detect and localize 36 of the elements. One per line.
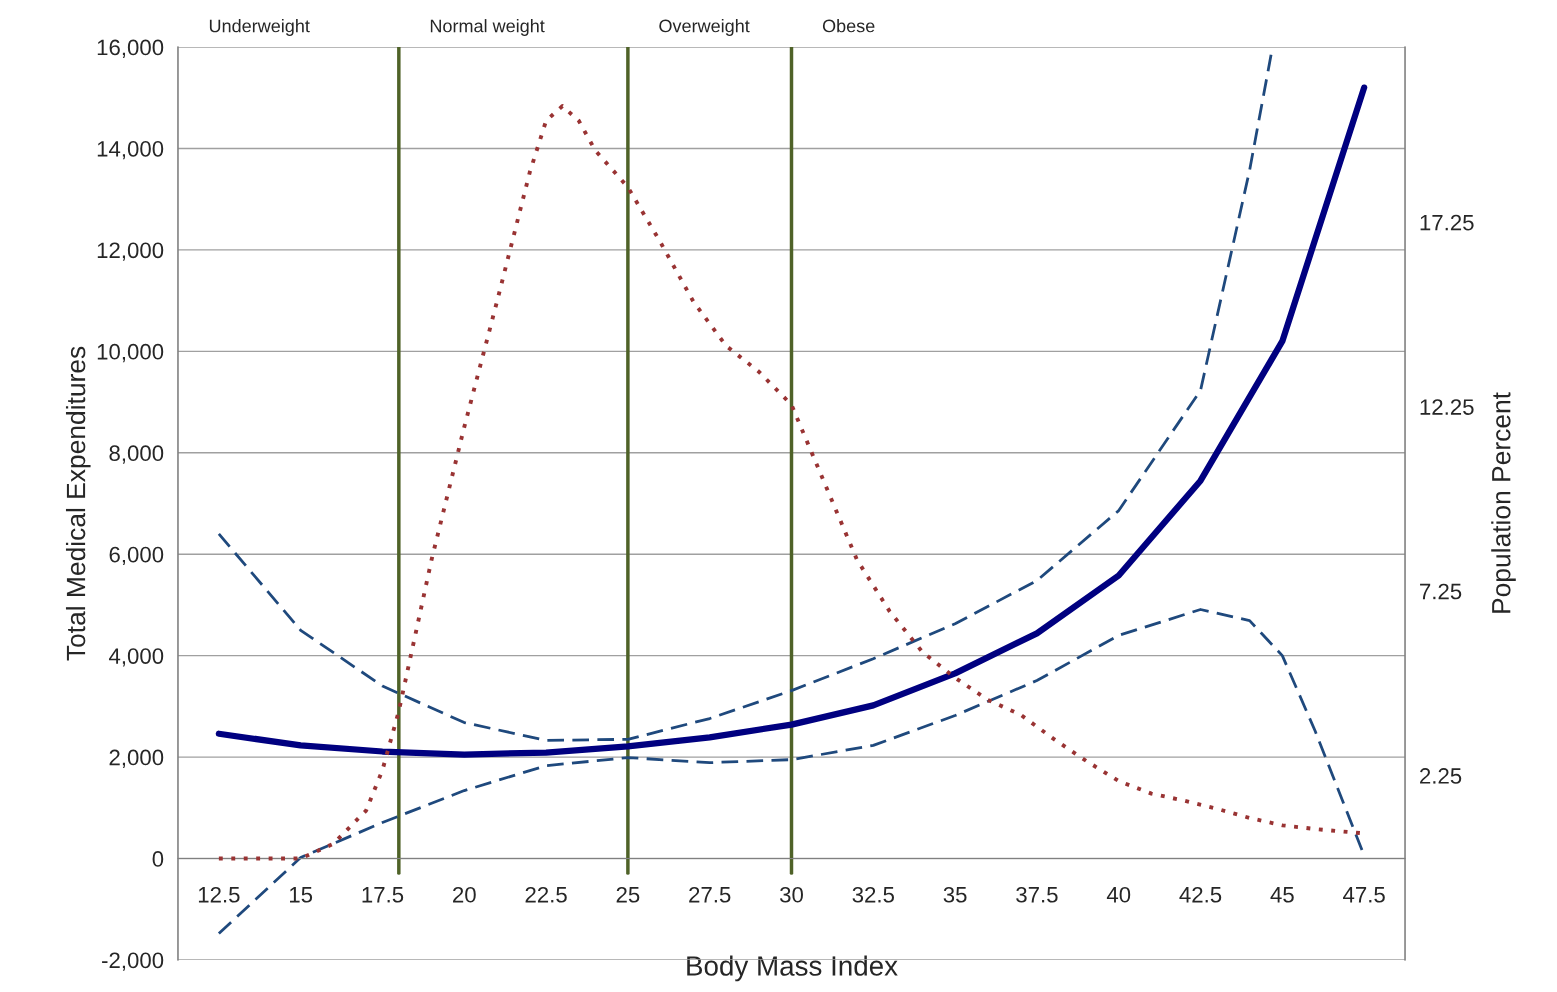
y-tick-label: 10,000 bbox=[97, 343, 164, 363]
y2-tick-label: 2.25 bbox=[1420, 768, 1462, 784]
y-tick-label: 14,000 bbox=[97, 140, 164, 160]
x-tick-label: 35 bbox=[943, 886, 967, 903]
x-tick-label: 20 bbox=[453, 886, 476, 903]
x-tick-label: 45 bbox=[1270, 887, 1294, 903]
text: Obese bbox=[822, 19, 875, 33]
y-tick-label: 0 bbox=[152, 851, 164, 867]
x-tick-label: 17.5 bbox=[362, 887, 404, 903]
y-tick-label: 4,000 bbox=[108, 648, 164, 667]
y-tick-label: 16,000 bbox=[97, 39, 164, 58]
x-tick-label: 27.5 bbox=[689, 886, 731, 903]
x-tick-label: 22.5 bbox=[525, 886, 567, 903]
y-tick-label: 6,000 bbox=[109, 546, 164, 566]
y-tick-label: 8,000 bbox=[109, 445, 164, 464]
y-axis-title: Total Medical Expenditures bbox=[65, 346, 91, 661]
y2-tick-label: 12.25 bbox=[1420, 399, 1474, 415]
x-tick-label: 37.5 bbox=[1016, 886, 1058, 903]
x-tick-label: 40 bbox=[1106, 886, 1131, 903]
y2-tick-label: 7.25 bbox=[1420, 583, 1462, 600]
x-tick-label: 12.5 bbox=[198, 886, 240, 903]
x-axis-title: Body Mass Index bbox=[687, 955, 898, 982]
x-tick-label: 30 bbox=[779, 886, 803, 903]
text: Normal weight bbox=[430, 19, 545, 36]
text: Underweight bbox=[209, 19, 310, 36]
x-tick-label: 47.5 bbox=[1343, 887, 1385, 903]
y-tick-label: -2,000 bbox=[102, 952, 164, 971]
x-tick-label: 25 bbox=[616, 886, 640, 903]
y2-tick-label: 17.25 bbox=[1420, 214, 1474, 231]
x-tick-label: 15 bbox=[290, 887, 313, 903]
x-tick-label: 42.5 bbox=[1179, 886, 1222, 903]
text: Overweight bbox=[659, 19, 750, 36]
y2-axis-title: Population Percent bbox=[1491, 392, 1516, 613]
x-tick-label: 32.5 bbox=[852, 886, 894, 903]
y-tick-label: 2,000 bbox=[109, 749, 164, 768]
y-tick-label: 12,000 bbox=[97, 242, 164, 261]
